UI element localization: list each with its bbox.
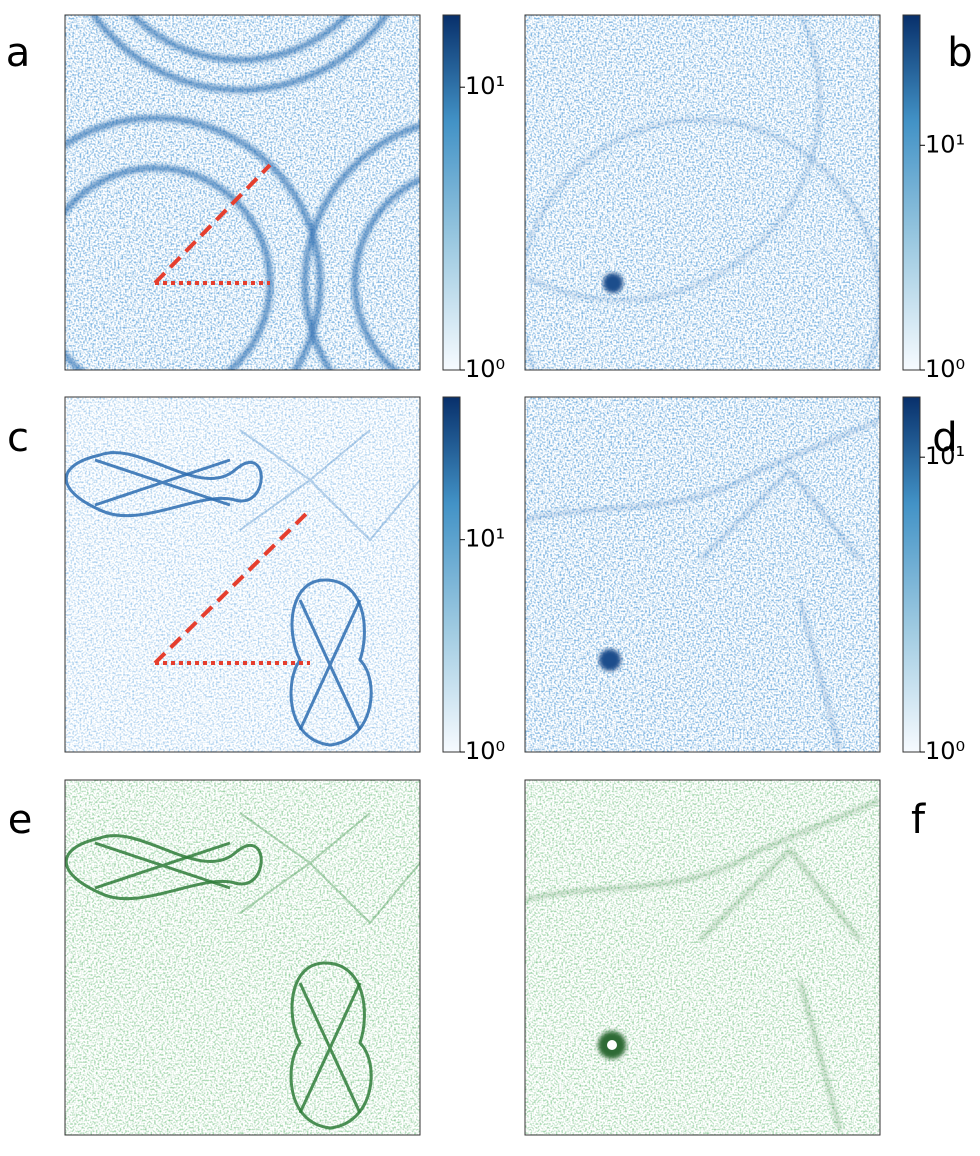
frame [64, 779, 421, 1136]
colorbar-tick-label: 10¹ [465, 72, 505, 100]
panel-label: b [947, 30, 972, 76]
heatmap [65, 15, 420, 370]
frame [524, 779, 881, 1136]
colorbar-tick-label: 10⁰ [465, 737, 505, 765]
heatmap [525, 15, 880, 370]
panel-label: d [932, 415, 957, 461]
panel-label: a [6, 30, 31, 76]
colorbar-tick-label: 10⁰ [465, 355, 505, 383]
frame [64, 14, 421, 371]
colorbar-tick-label: 10¹ [465, 525, 505, 553]
heatmap [65, 397, 420, 752]
panel-label: c [7, 415, 29, 461]
frame [524, 396, 881, 753]
colorbar-tick-label: 10⁰ [925, 737, 965, 765]
colorbar [902, 396, 921, 753]
colorbar [902, 14, 921, 371]
colorbar [442, 396, 461, 753]
colorbar-tick-label: 10¹ [925, 130, 965, 158]
panel-label: f [911, 797, 926, 843]
heatmap [525, 397, 880, 752]
frame [64, 396, 421, 753]
heatmap [525, 780, 880, 1135]
heatmap [65, 780, 420, 1135]
colorbar-tick-label: 10⁰ [925, 355, 965, 383]
colorbar [442, 14, 461, 371]
frame [524, 14, 881, 371]
colorbar-tick-label: 10¹ [925, 442, 965, 470]
panel-label: e [8, 797, 33, 843]
